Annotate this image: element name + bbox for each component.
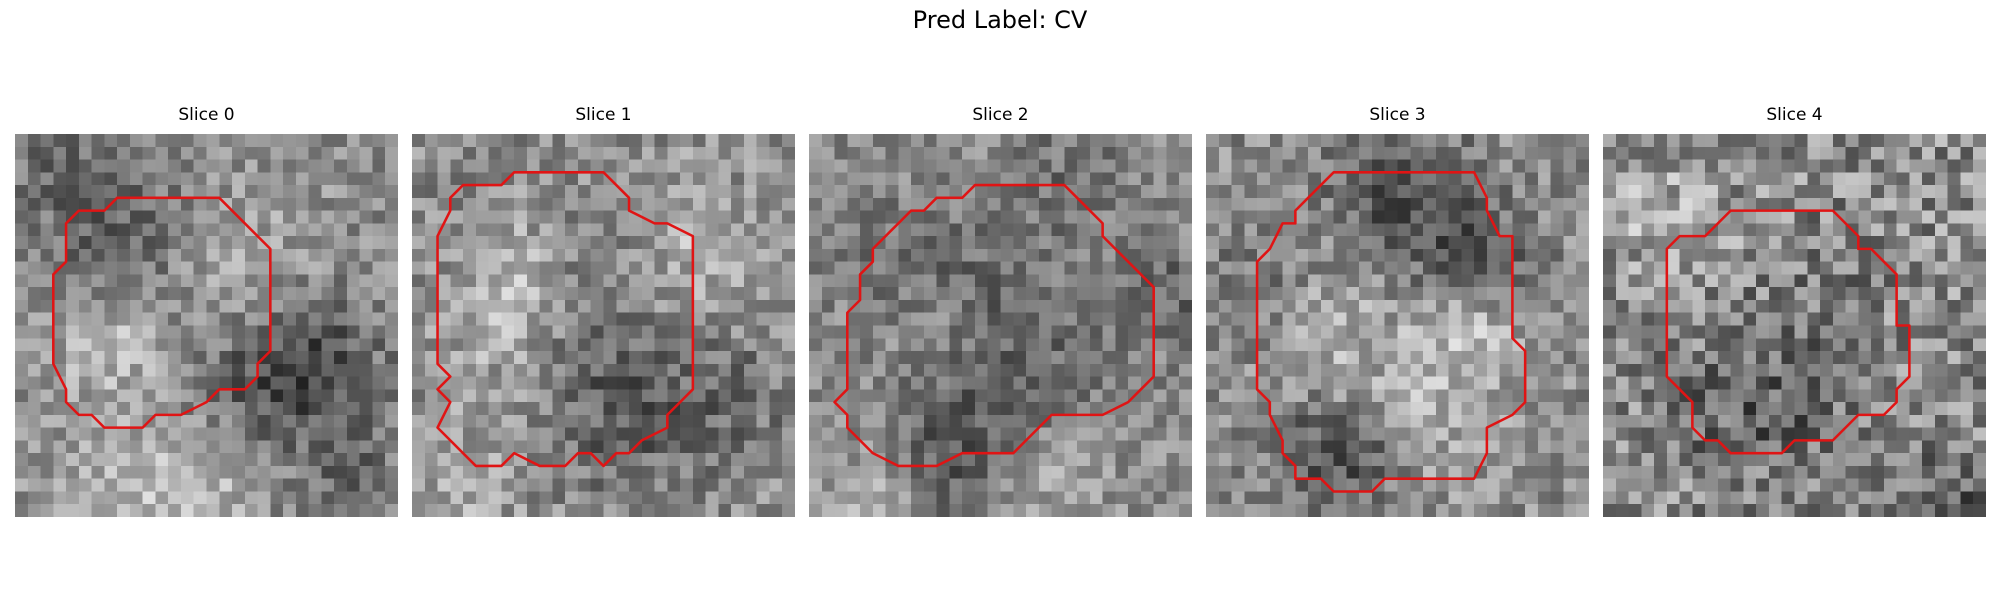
slice-title-2: Slice 2 bbox=[972, 105, 1029, 125]
slice-contour-4 bbox=[1665, 209, 1911, 455]
slice-title-1: Slice 1 bbox=[575, 105, 632, 125]
slice-image-3 bbox=[1206, 134, 1589, 517]
slice-contour-3 bbox=[1255, 171, 1527, 493]
slice-image-0 bbox=[15, 134, 398, 517]
slice-title-4: Slice 4 bbox=[1766, 105, 1823, 125]
slice-panel-3: Slice 3 bbox=[1206, 105, 1589, 517]
slice-title-3: Slice 3 bbox=[1369, 105, 1426, 125]
slice-panel-0: Slice 0 bbox=[15, 105, 398, 517]
slice-panel-2: Slice 2 bbox=[809, 105, 1192, 517]
slice-image-2 bbox=[809, 134, 1192, 517]
figure-title: Pred Label: CV bbox=[912, 6, 1088, 34]
slice-panel-4: Slice 4 bbox=[1603, 105, 1986, 517]
slice-image-4 bbox=[1603, 134, 1986, 517]
slice-contour-1 bbox=[436, 171, 695, 468]
slice-panel-1: Slice 1 bbox=[412, 105, 795, 517]
slice-image-1 bbox=[412, 134, 795, 517]
slice-contour-0 bbox=[52, 196, 272, 429]
slice-contour-2 bbox=[833, 183, 1155, 468]
slice-title-0: Slice 0 bbox=[178, 105, 235, 125]
